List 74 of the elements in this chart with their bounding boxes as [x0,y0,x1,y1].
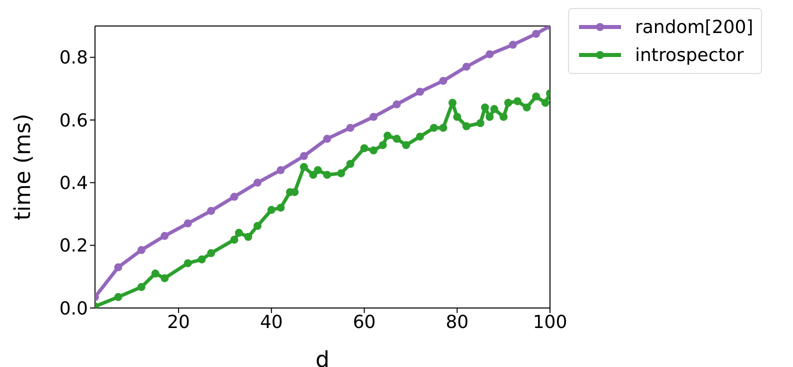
point [300,152,308,160]
point [184,259,192,268]
y-tick-label: 0.2 [59,236,88,257]
point [392,134,401,143]
point [267,206,276,214]
point [370,112,378,121]
point [314,166,322,174]
y-tick-label: 0.8 [59,48,88,69]
point [500,112,508,121]
point [370,146,378,154]
point [254,178,262,187]
point [486,112,494,121]
point [439,124,448,132]
point [532,30,540,38]
point [276,166,285,174]
legend-label: introspector [635,44,744,66]
point [504,98,512,107]
point [378,141,387,150]
point [114,293,122,302]
x-tick-label: 100 [532,312,568,333]
point [541,98,550,107]
point [184,219,192,228]
y-tick-label: 0.6 [59,110,88,132]
legend-label: random[200] [635,16,754,38]
point [114,263,122,272]
point [276,204,285,212]
point [360,144,368,152]
point [416,88,424,96]
point [392,100,401,108]
point [207,206,216,215]
point [522,103,531,112]
x-tick-label: 80 [446,312,469,333]
point [346,160,354,168]
point [490,105,498,114]
point [254,222,262,230]
y-tick-label: 0.0 [59,298,88,320]
point [137,246,146,254]
point [230,236,238,244]
point [234,228,243,237]
point [323,134,332,143]
point [416,132,424,141]
point [137,283,146,292]
point [430,124,438,132]
x-tick-label: 60 [352,312,376,333]
point [462,62,470,71]
point [508,40,517,49]
point [160,274,169,282]
point [198,255,206,264]
point [481,103,489,112]
point [514,97,522,106]
point [384,132,392,140]
y-tick-label: 0.4 [59,173,88,194]
point [207,249,216,258]
point [300,163,308,171]
point [476,119,484,128]
point [453,112,462,121]
point [244,232,252,241]
point [160,232,169,240]
point [151,270,160,278]
point [532,92,540,100]
point [462,122,470,130]
x-axis-title: d [316,348,330,367]
point [346,124,354,132]
point [402,141,410,150]
point [486,50,494,58]
x-tick-label: 20 [167,312,190,333]
point [230,192,238,201]
point [448,98,456,107]
point [337,169,346,178]
point [309,170,318,179]
x-tick-label: 40 [260,312,283,333]
point [439,76,448,85]
y-axis-title: time (ms) [10,114,36,220]
point [323,170,332,179]
